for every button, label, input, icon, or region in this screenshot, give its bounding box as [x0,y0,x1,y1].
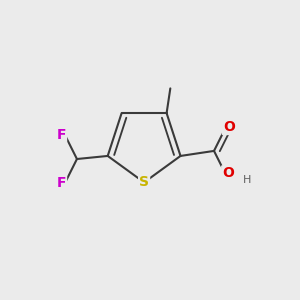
Text: S: S [139,176,149,189]
Text: H: H [243,175,252,185]
Text: O: O [223,120,235,134]
Text: O: O [222,166,234,180]
Text: F: F [57,176,66,190]
Text: F: F [57,128,66,142]
